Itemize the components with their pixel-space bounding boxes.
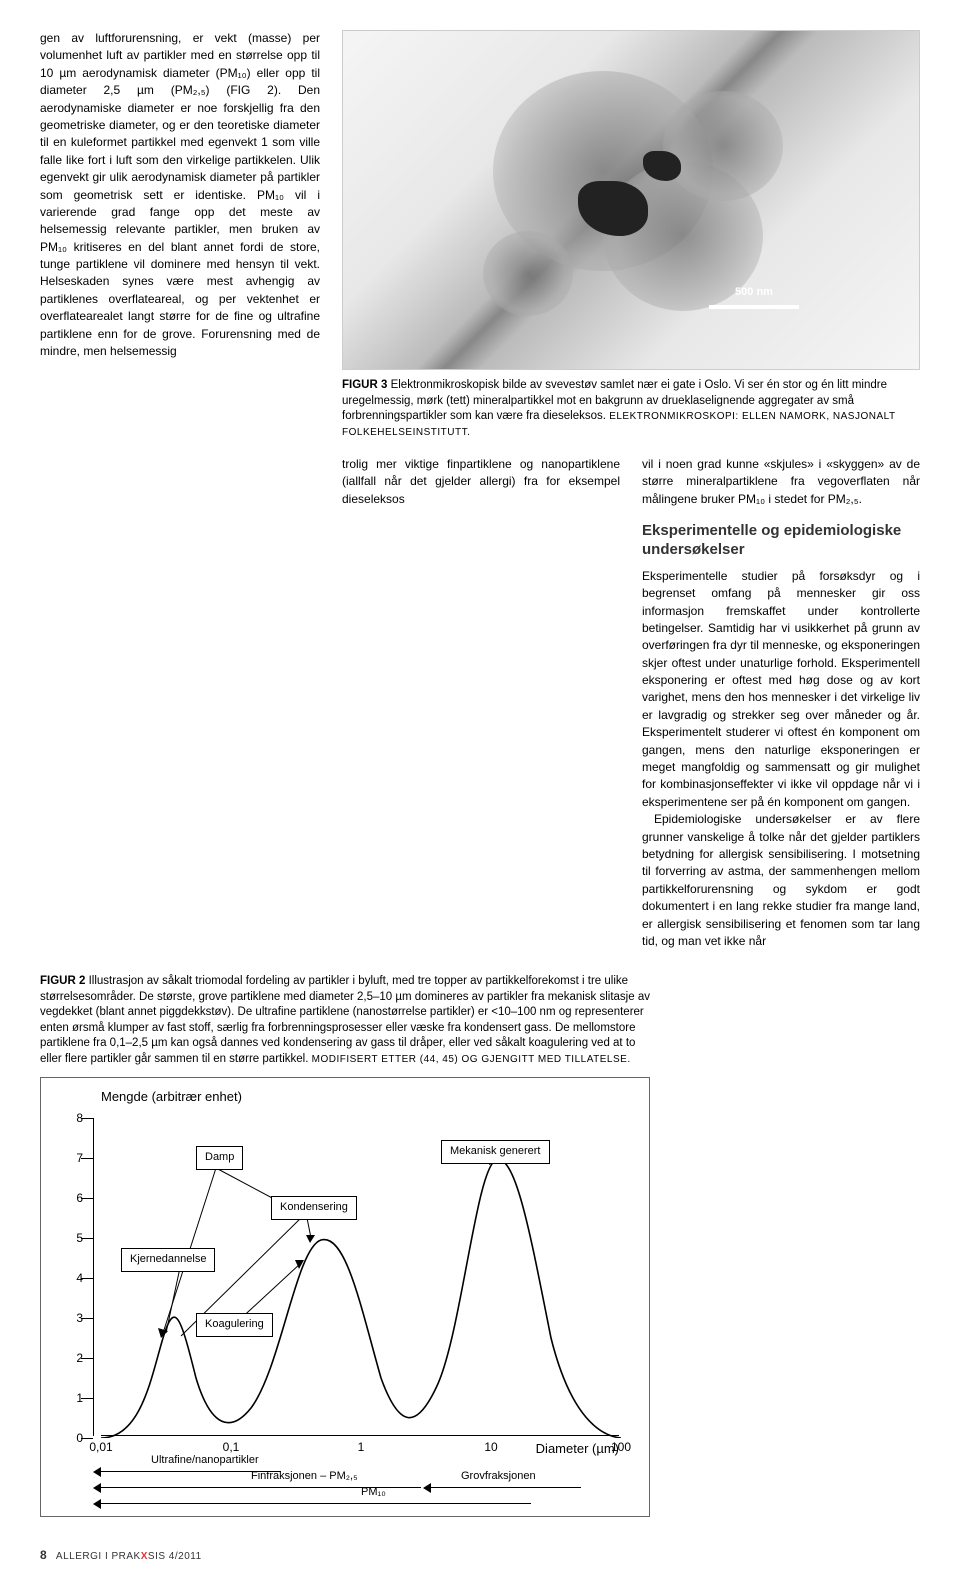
range-pm10-label: PM₁₀ [361, 1485, 386, 1501]
x-tick-label: 10 [484, 1439, 497, 1456]
x-axis [101, 1435, 619, 1436]
middle-body-text: trolig mer viktige finpartiklene og nano… [342, 456, 620, 508]
x-axis-title: Diameter (µm) [536, 1440, 619, 1459]
left-column: gen av luftforurensning, er vekt (masse)… [40, 30, 320, 950]
right-body-p3: Epidemiologiske undersøkelser er av fler… [642, 811, 920, 950]
scale-bar: 500 nm [709, 285, 799, 309]
y-tick-label: 3 [63, 1310, 83, 1327]
y-tick-label: 1 [63, 1390, 83, 1407]
y-tick-label: 4 [63, 1270, 83, 1287]
range-grov-label: Grovfraksjonen [461, 1469, 536, 1485]
y-tick-label: 7 [63, 1150, 83, 1167]
far-right-column: vil i noen grad kunne «skjules» i «skygg… [642, 456, 920, 950]
chart-label-mekanisk: Mekanisk generert [441, 1140, 550, 1164]
figure-2-lead: FIGUR 2 [40, 975, 85, 987]
page-footer: 8 ALLERGI I PRAKXSIS 4/2011 [40, 1547, 920, 1565]
section-heading: Eksperimentelle og epidemiologiske under… [642, 522, 920, 560]
figure-2-chart: Mengde (arbitrær enhet) 0 1 2 3 4 5 6 7 8 Damp K… [40, 1077, 650, 1517]
scale-bar-label: 500 nm [735, 285, 773, 301]
x-tick-label: 1 [358, 1439, 365, 1456]
figure-3: 500 nm FIGUR 3 Elektronmikroskopisk bild… [342, 30, 920, 440]
range-grov-arrow [431, 1487, 581, 1489]
journal-x: X [141, 1551, 148, 1562]
y-tick-label: 6 [63, 1190, 83, 1207]
right-block: 500 nm FIGUR 3 Elektronmikroskopisk bild… [342, 30, 920, 950]
y-tick-label: 5 [63, 1230, 83, 1247]
middle-column: trolig mer viktige finpartiklene og nano… [342, 456, 620, 950]
right-body-p1: vil i noen grad kunne «skjules» i «skygg… [642, 456, 920, 508]
right-body-p2: Eksperimentelle studier på forsøksdyr og… [642, 568, 920, 811]
page: gen av luftforurensning, er vekt (masse)… [40, 30, 920, 1565]
figure-3-lead: FIGUR 3 [342, 379, 387, 391]
y-tick-label: 8 [63, 1110, 83, 1127]
range-pm10-arrow [101, 1503, 531, 1505]
y-tick-label: 0 [63, 1430, 83, 1447]
figure-2-caption-text: Illustrasjon av såkalt triomodal fordeli… [40, 975, 650, 1065]
right-sub-columns: trolig mer viktige finpartiklene og nano… [342, 456, 920, 950]
chart-label-damp: Damp [196, 1146, 243, 1170]
range-ultrafine-label: Ultrafine/nanopartikler [151, 1453, 259, 1469]
chart-label-koagulering: Koagulering [196, 1313, 273, 1337]
figure-3-caption: FIGUR 3 Elektronmikroskopisk bilde av sv… [342, 378, 920, 440]
y-tick-label: 2 [63, 1350, 83, 1367]
journal-name-b: SIS 4/2011 [148, 1551, 202, 1562]
chart-label-kjernedannelse: Kjernedannelse [121, 1248, 215, 1272]
x-tick-label: 0,01 [89, 1439, 112, 1456]
range-fin-label: Finfraksjonen – PM₂,₅ [251, 1469, 358, 1485]
y-axis [93, 1118, 94, 1436]
electron-microscope-image: 500 nm [342, 30, 920, 370]
figure-2-caption: FIGUR 2 Illustrasjon av såkalt triomodal… [40, 974, 650, 1067]
journal-name-a: ALLERGI I PRAK [56, 1551, 141, 1562]
figure-2-credit: MODIFISERT ETTER (44, 45) OG GJENGITT ME… [312, 1054, 631, 1065]
chart-y-title: Mengde (arbitrær enhet) [101, 1088, 242, 1107]
chart-label-kondensering: Kondensering [271, 1196, 357, 1220]
body-text-left: gen av luftforurensning, er vekt (masse)… [40, 30, 320, 360]
top-columns: gen av luftforurensning, er vekt (masse)… [40, 30, 920, 950]
figure-2-caption-block: FIGUR 2 Illustrasjon av såkalt triomodal… [40, 974, 650, 1517]
distribution-curve [101, 1118, 621, 1438]
